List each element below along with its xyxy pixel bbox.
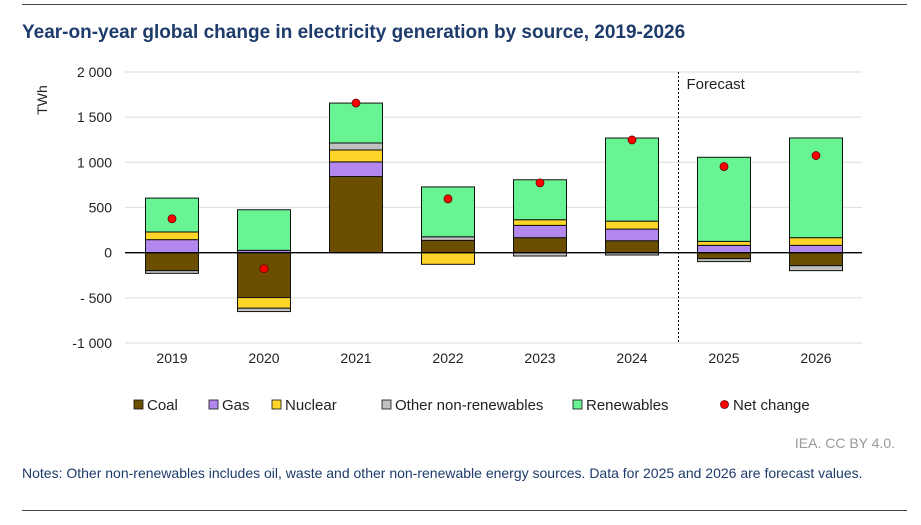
x-tick-label: 2023 bbox=[524, 350, 555, 366]
bar-nuclear bbox=[421, 252, 475, 265]
bar-coal bbox=[145, 252, 199, 272]
y-tick-label: - 500 bbox=[80, 290, 112, 306]
notes: Notes: Other non-renewables includes oil… bbox=[22, 465, 863, 481]
net-change-point bbox=[719, 162, 729, 171]
bar-renewables bbox=[421, 186, 475, 238]
net-change-point bbox=[811, 151, 821, 160]
x-tick-label: 2021 bbox=[340, 350, 371, 366]
net-change-point bbox=[351, 98, 361, 108]
bar-coal bbox=[237, 252, 291, 299]
legend-swatch bbox=[381, 399, 392, 410]
bar-coal bbox=[513, 237, 567, 254]
legend-label: Nuclear bbox=[285, 397, 337, 414]
legend-swatch bbox=[208, 399, 219, 410]
bar-nuclear bbox=[237, 297, 291, 309]
net-change-point bbox=[627, 135, 637, 145]
legend-swatch bbox=[572, 399, 583, 410]
y-tick-label: 2 000 bbox=[77, 64, 112, 80]
y-axis-label: TWh bbox=[34, 85, 50, 115]
x-tick-label: 2022 bbox=[432, 350, 463, 366]
bar-nuclear bbox=[697, 240, 751, 246]
legend-label: Renewables bbox=[586, 397, 669, 414]
bar-gas bbox=[329, 161, 383, 178]
net-change-point bbox=[167, 214, 177, 224]
bar-renewables bbox=[697, 156, 751, 242]
bar-coal bbox=[329, 176, 383, 254]
bar-gas bbox=[145, 239, 199, 254]
x-tick-label: 2025 bbox=[708, 350, 739, 366]
bar-renewables bbox=[605, 137, 659, 222]
x-tick-label: 2019 bbox=[156, 350, 187, 366]
bar-coal bbox=[421, 239, 475, 254]
bar-renewables bbox=[237, 209, 291, 251]
legend-label: Net change bbox=[733, 397, 810, 414]
bar-other-non-renewables bbox=[329, 142, 383, 151]
y-tick-label: 500 bbox=[89, 200, 113, 216]
bar-coal bbox=[697, 252, 751, 260]
bar-gas bbox=[789, 244, 843, 254]
bar-other-non-renewables bbox=[421, 236, 475, 241]
y-tick-label: 1 000 bbox=[77, 154, 112, 170]
x-tick-label: 2026 bbox=[800, 350, 831, 366]
legend-label: Other non-renewables bbox=[395, 397, 543, 414]
y-tick-label: 0 bbox=[104, 245, 112, 261]
bar-renewables bbox=[329, 102, 383, 144]
bar-nuclear bbox=[789, 237, 843, 246]
legend-label: Gas bbox=[222, 397, 250, 414]
net-change-point bbox=[535, 178, 545, 188]
chart: 2 000 1 500 1 000 500 0 - 500 -1 000 TWh Forecas… bbox=[34, 64, 862, 414]
chart-title: Year-on-year global change in electricit… bbox=[22, 22, 686, 43]
bar-other-non-renewables bbox=[237, 307, 291, 313]
bar-coal bbox=[789, 252, 843, 267]
y-tick-label: -1 000 bbox=[72, 335, 112, 351]
credit: IEA. CC BY 4.0. bbox=[794, 435, 895, 451]
bar-other-non-renewables bbox=[697, 258, 751, 263]
bar-gas bbox=[605, 228, 659, 242]
x-tick-label: 2020 bbox=[248, 350, 279, 366]
bar-other-non-renewables bbox=[145, 270, 199, 274]
x-tick-label: 2024 bbox=[616, 350, 647, 366]
forecast-label: Forecast bbox=[687, 76, 746, 93]
bar-gas bbox=[697, 244, 751, 254]
net-change-point bbox=[443, 194, 453, 204]
bar-nuclear bbox=[329, 149, 383, 163]
bar-nuclear bbox=[605, 220, 659, 230]
bar-coal bbox=[605, 240, 659, 254]
legend-label: Coal bbox=[147, 397, 178, 414]
net-change-point bbox=[259, 264, 269, 274]
y-tick-label: 1 500 bbox=[77, 109, 112, 125]
bar-nuclear bbox=[513, 219, 567, 226]
legend-swatch bbox=[271, 399, 282, 410]
legend-swatch bbox=[720, 400, 729, 409]
bar-renewables bbox=[789, 137, 843, 239]
bar-other-non-renewables bbox=[789, 265, 843, 272]
bar-gas bbox=[513, 224, 567, 239]
legend-swatch bbox=[133, 399, 144, 410]
bottom-rule bbox=[22, 510, 907, 511]
top-rule bbox=[22, 4, 907, 5]
bar-nuclear bbox=[145, 231, 199, 241]
